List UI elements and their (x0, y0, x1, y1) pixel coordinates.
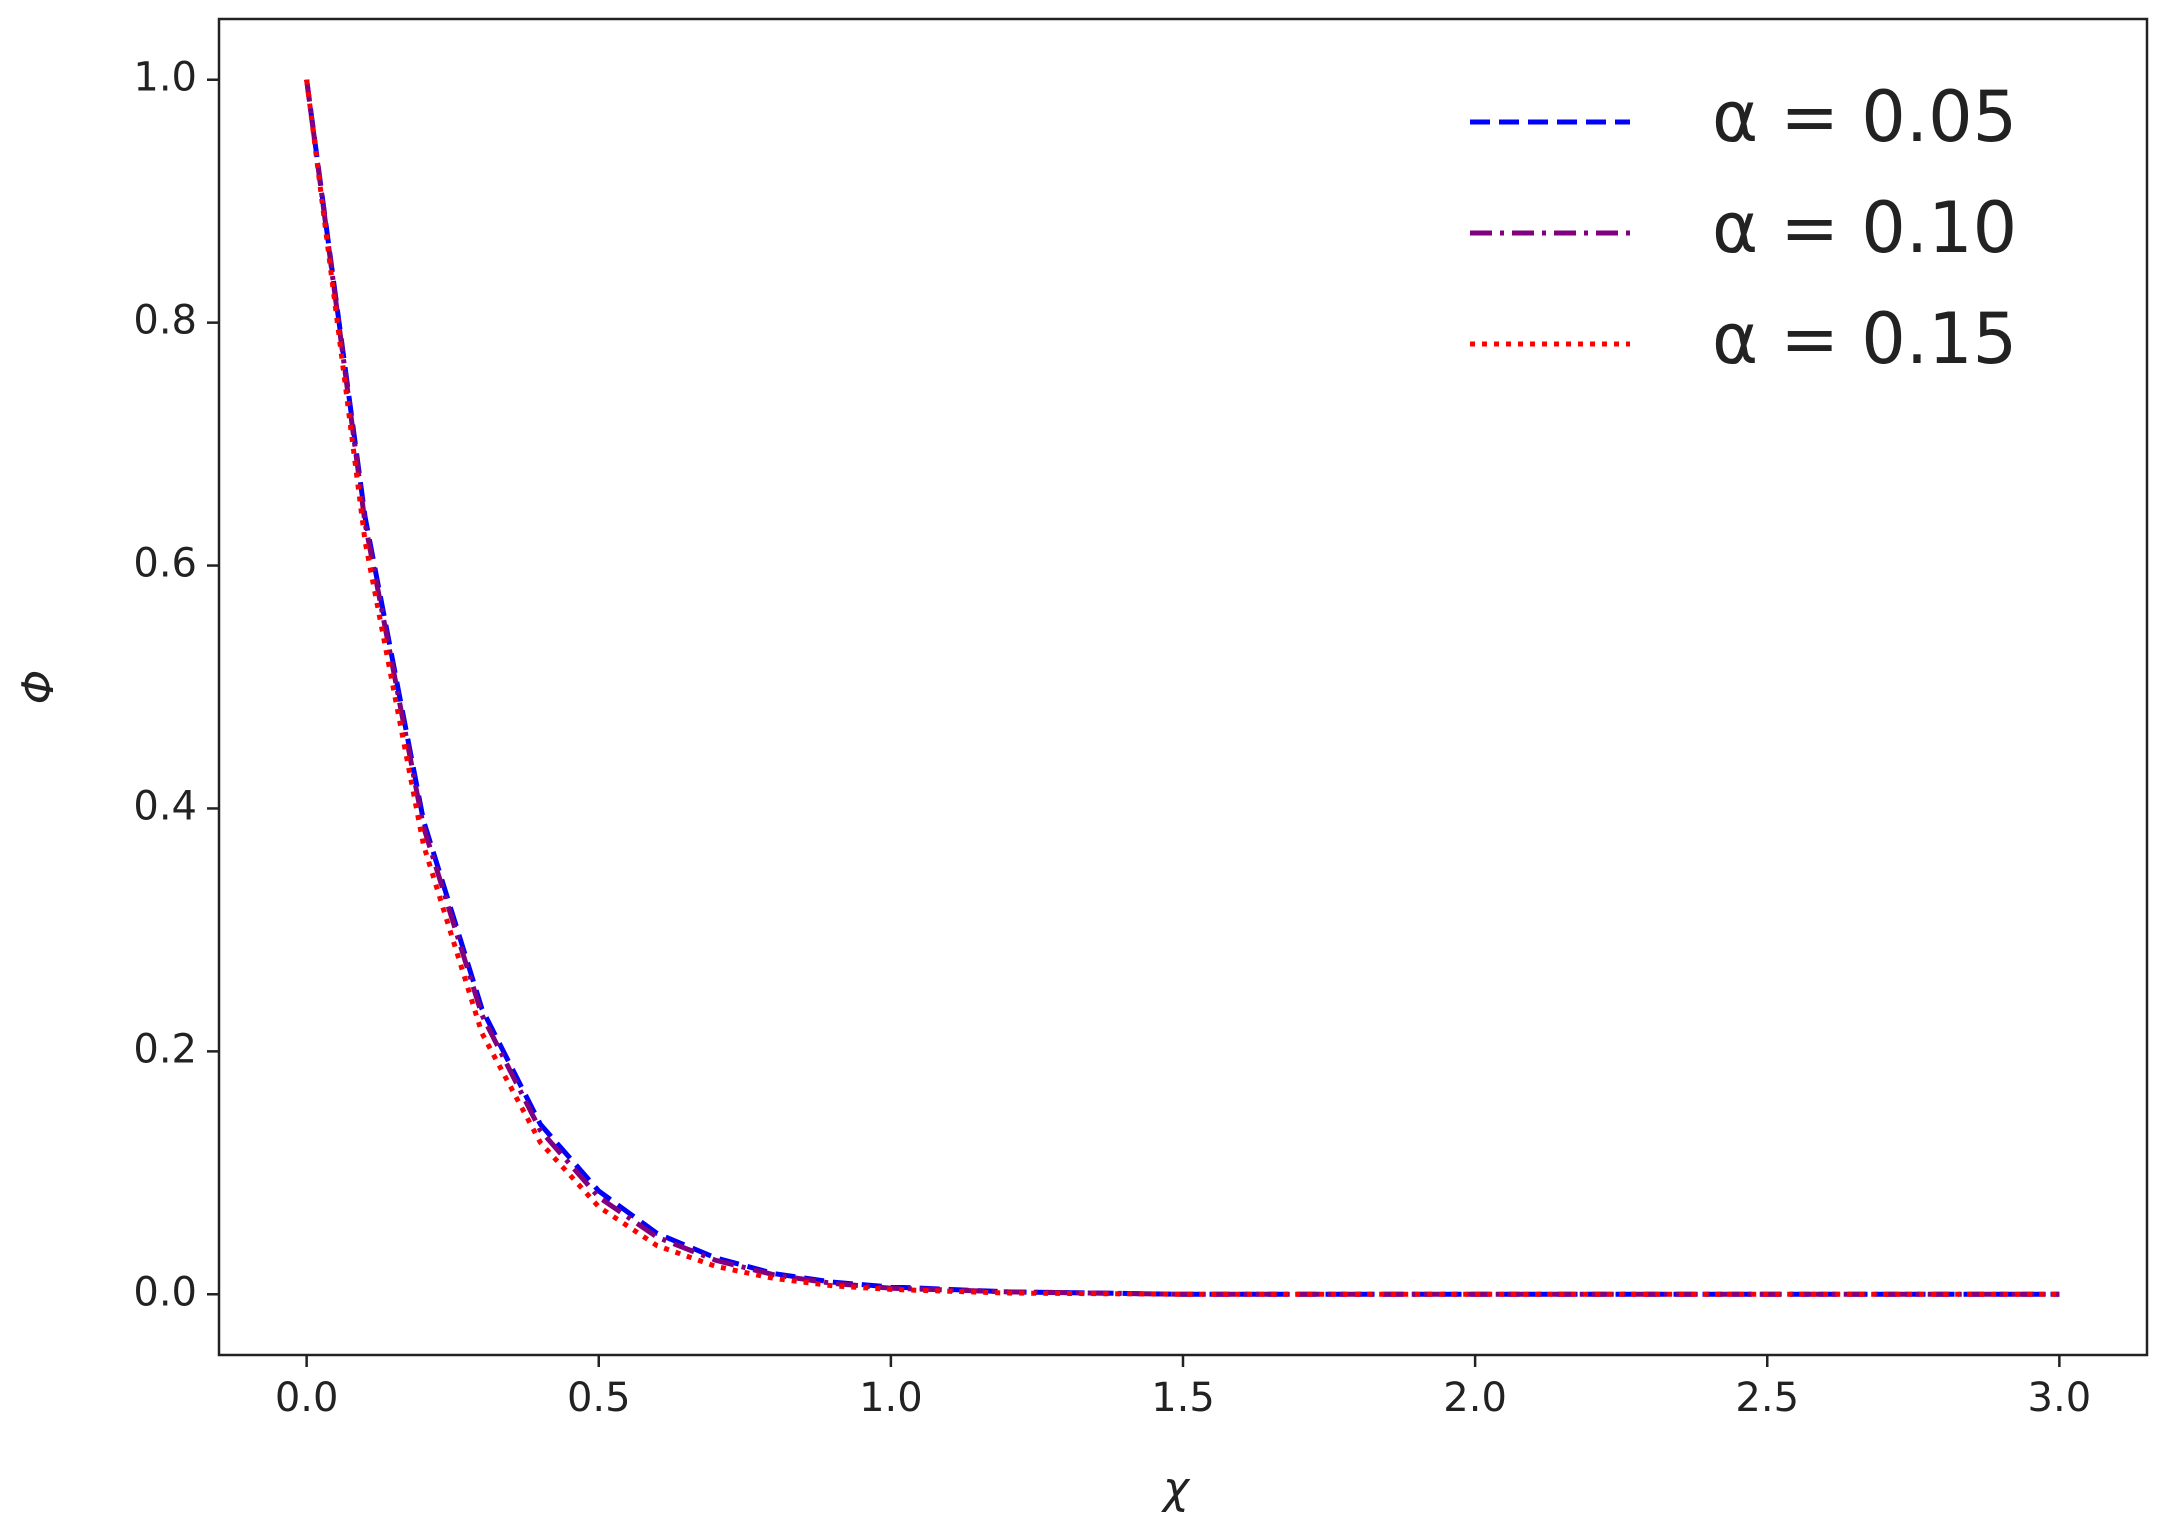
x-tick-label: 2.0 (1443, 1375, 1507, 1421)
legend-label: α = 0.15 (1712, 298, 2017, 380)
y-tick-label: 0.2 (133, 1026, 197, 1072)
y-tick-label: 1.0 (133, 55, 197, 101)
y-axis-label: Φ (13, 670, 64, 705)
x-tick-label: 1.5 (1151, 1375, 1215, 1421)
x-axis-label: χ (1161, 1463, 1191, 1514)
x-tick-label: 0.0 (275, 1375, 339, 1421)
x-tick-label: 2.5 (1735, 1375, 1799, 1421)
y-tick-label: 0.0 (133, 1269, 197, 1315)
x-tick-label: 1.0 (859, 1375, 923, 1421)
y-tick-label: 0.8 (133, 298, 197, 344)
legend-label: α = 0.05 (1712, 76, 2017, 158)
y-tick-label: 0.6 (133, 541, 197, 587)
legend-label: α = 0.10 (1712, 187, 2017, 269)
data-line (304, 79, 2060, 1297)
x-tick-label: 3.0 (2028, 1375, 2092, 1421)
y-tick-label: 0.4 (133, 783, 197, 829)
x-tick-label: 0.5 (567, 1375, 631, 1421)
data-line (304, 79, 2060, 1297)
